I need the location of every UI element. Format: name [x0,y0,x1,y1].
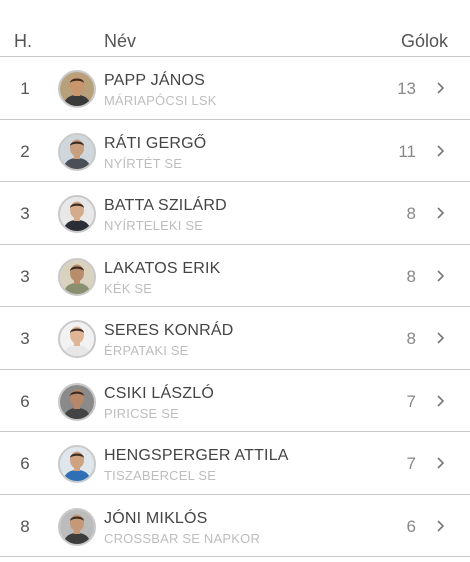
header-name: Név [104,31,137,51]
player-name: SERES KONRÁD [104,322,234,339]
table-row[interactable]: 6 CSIKI LÁSZLÓ PIRICSE SE 7 [0,370,470,432]
header-rank: H. [14,31,32,51]
table-row[interactable]: 2 RÁTI GERGŐ NYÍRTÉT SE 11 [0,120,470,182]
player-goals: 13 [397,79,416,98]
player-name: LAKATOS ERIK [104,259,221,277]
table-row[interactable]: 1 PAPP JÁNOS MÁRIAPÓCSI LSK 13 [0,57,470,120]
table-row[interactable]: 3 SERES KONRÁD ÉRPATAKI SE 8 [0,307,470,370]
chevron-right-icon [437,394,445,407]
player-avatar [58,382,96,421]
player-avatar [58,445,96,483]
table-row[interactable]: 8 JÓNI MIKLÓS CROSSBAR SE NAPKOR 6 [0,495,470,557]
player-goals: 8 [406,266,416,286]
row-rank: 3 [20,329,30,348]
player-club: CROSSBAR SE NAPKOR [104,530,261,546]
table-row[interactable]: 3 LAKATOS ERIK KÉK SE 8 [0,245,470,307]
chevron-right-icon [437,519,445,532]
row-rank: 6 [20,454,30,473]
chevron-right-icon [437,144,445,157]
row-rank: 6 [20,391,30,411]
row-rank: 2 [20,141,30,161]
row-rank: 1 [20,79,30,98]
player-avatar [58,320,96,358]
player-avatar [58,195,96,233]
player-name: JÓNI MIKLÓS [104,509,208,527]
player-name: CSIKI LÁSZLÓ [104,384,214,402]
player-club: ÉRPATAKI SE [104,343,189,358]
player-goals: 8 [406,204,416,223]
table-header: H. Név Gólok [0,0,470,57]
chevron-right-icon [437,82,445,94]
table-row[interactable]: 6 HENGSPERGER ATTILA TISZABERCEL SE 7 [0,432,470,495]
player-club: KÉK SE [104,280,153,296]
table-row[interactable]: 3 BATTA SZILÁRD NYÍRTELEKI SE 8 [0,182,470,245]
row-rank: 3 [20,204,30,223]
row-rank: 8 [20,516,30,536]
player-club: NYÍRTELEKI SE [104,218,204,233]
header-goals: Gólok [400,31,448,51]
row-rank: 3 [20,266,30,286]
player-club: PIRICSE SE [104,405,179,421]
player-goals: 8 [406,329,416,348]
player-avatar [58,257,96,296]
player-club: NYÍRTÉT SE [104,155,183,171]
player-goals: 7 [406,454,416,473]
player-goals: 6 [406,516,416,536]
player-club: MÁRIAPÓCSI LSK [104,93,217,108]
player-avatar [58,70,96,108]
player-club: TISZABERCEL SE [104,468,217,483]
player-name: HENGSPERGER ATTILA [104,447,289,464]
player-avatar [58,507,96,546]
chevron-right-icon [437,332,445,344]
table-body: 1 PAPP JÁNOS MÁRIAPÓCSI LSK 13 2 [0,57,470,557]
player-name: RÁTI GERGŐ [104,134,207,152]
player-goals: 11 [398,141,416,161]
player-goals: 7 [406,391,416,411]
player-name: BATTA SZILÁRD [104,197,227,214]
player-avatar [58,132,96,171]
player-name: PAPP JÁNOS [104,72,205,89]
chevron-right-icon [437,269,445,282]
chevron-right-icon [437,207,445,219]
chevron-right-icon [437,457,445,469]
